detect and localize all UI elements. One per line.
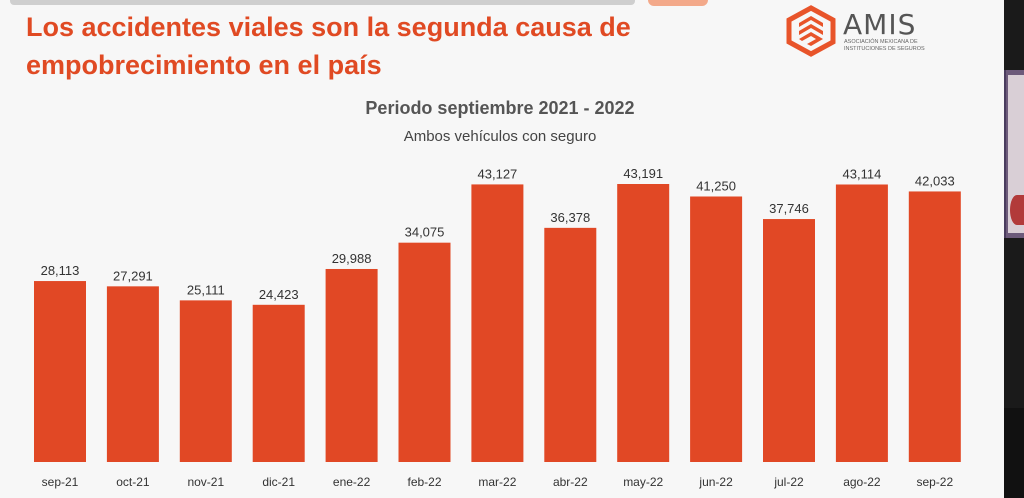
- bar-jul-22: [763, 219, 815, 462]
- category-labels-group: sep-21 oct-21 nov-21 dic-21 ene-22 feb-22 mar-…: [42, 475, 954, 489]
- value-label-sep-21: 28,113: [41, 263, 80, 278]
- amis-hexagon-icon: [786, 5, 836, 57]
- category-label-abr-22: abr-22: [553, 475, 588, 489]
- bar-ago-22: [835, 184, 888, 462]
- category-label-oct-21: oct-21: [116, 475, 150, 489]
- headline-line-1: Los accidentes viales son la segunda cau…: [26, 12, 631, 42]
- bar-sep-21: [34, 281, 86, 462]
- category-label-feb-22: feb-22: [407, 475, 441, 489]
- right-edge-bar: [1004, 408, 1024, 498]
- logo-subtitle-line-2: Instituciones de Seguros: [844, 46, 925, 52]
- category-label-jun-22: jun-22: [698, 475, 733, 489]
- value-labels-group: 28,113 27,291 25,111 24,423 29,988 34,075 43,1…: [41, 166, 955, 302]
- logo-wordmark: AMIS: [843, 8, 917, 41]
- bar-may-22: [617, 184, 670, 462]
- bar-ene-22: [325, 268, 378, 462]
- slide-headline: Los accidentes viales son la segunda cau…: [26, 8, 706, 84]
- video-panel-feed: [1008, 75, 1024, 233]
- bar-jun-22: [690, 196, 743, 463]
- bar-sep-22: [908, 191, 961, 462]
- logo-subtitle: Asociación Mexicana de Instituciones de …: [844, 39, 944, 53]
- value-label-sep-22: 42,033: [915, 173, 955, 188]
- category-label-sep-22: sep-22: [916, 475, 953, 489]
- value-label-abr-22: 36,378: [550, 210, 590, 225]
- bar-dic-21: [252, 304, 305, 462]
- category-label-jul-22: jul-22: [773, 475, 804, 489]
- category-label-nov-21: nov-21: [187, 475, 224, 489]
- value-label-oct-21: 27,291: [113, 268, 153, 283]
- value-label-ene-22: 29,988: [332, 251, 372, 266]
- video-panel-shape: [1010, 195, 1024, 225]
- bar-nov-21: [179, 300, 232, 462]
- logo-subtitle-line-1: Asociación Mexicana de: [844, 39, 918, 45]
- top-accent-mark: [648, 0, 708, 6]
- category-label-mar-22: mar-22: [478, 475, 516, 489]
- chart-title: Periodo septiembre 2021 - 2022: [365, 98, 635, 118]
- value-label-may-22: 43,191: [623, 166, 663, 181]
- headline-line-2: empobrecimiento en el país: [26, 50, 382, 80]
- amis-logo: AMIS Asociación Mexicana de Institucione…: [783, 5, 943, 57]
- bar-oct-21: [106, 286, 159, 462]
- category-label-sep-21: sep-21: [42, 475, 79, 489]
- category-label-may-22: may-22: [623, 475, 663, 489]
- bar-chart: 28,113 27,291 25,111 24,423 29,988 34,075 43,1…: [34, 166, 961, 489]
- value-label-mar-22: 43,127: [478, 166, 518, 181]
- bar-mar-22: [471, 184, 524, 463]
- bar-abr-22: [544, 227, 597, 462]
- value-label-jun-22: 41,250: [696, 178, 736, 193]
- value-label-ago-22: 43,114: [843, 166, 882, 181]
- category-label-ene-22: ene-22: [333, 475, 371, 489]
- value-label-feb-22: 34,075: [405, 225, 445, 240]
- chart-subtitle: Ambos vehículos con seguro: [403, 128, 597, 145]
- value-label-dic-21: 24,423: [259, 287, 299, 302]
- bar-feb-22: [398, 242, 451, 462]
- value-label-jul-22: 37,746: [769, 201, 809, 216]
- top-strip: [10, 0, 635, 5]
- category-label-ago-22: ago-22: [843, 475, 881, 489]
- bars-group: [34, 184, 961, 463]
- category-label-dic-21: dic-21: [262, 475, 295, 489]
- value-label-nov-21: 25,111: [187, 282, 225, 297]
